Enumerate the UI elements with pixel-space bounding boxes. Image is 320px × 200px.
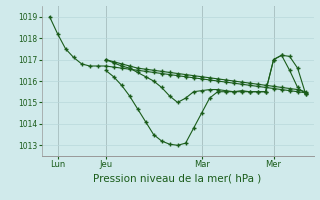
X-axis label: Pression niveau de la mer( hPa ): Pression niveau de la mer( hPa ) — [93, 173, 262, 183]
